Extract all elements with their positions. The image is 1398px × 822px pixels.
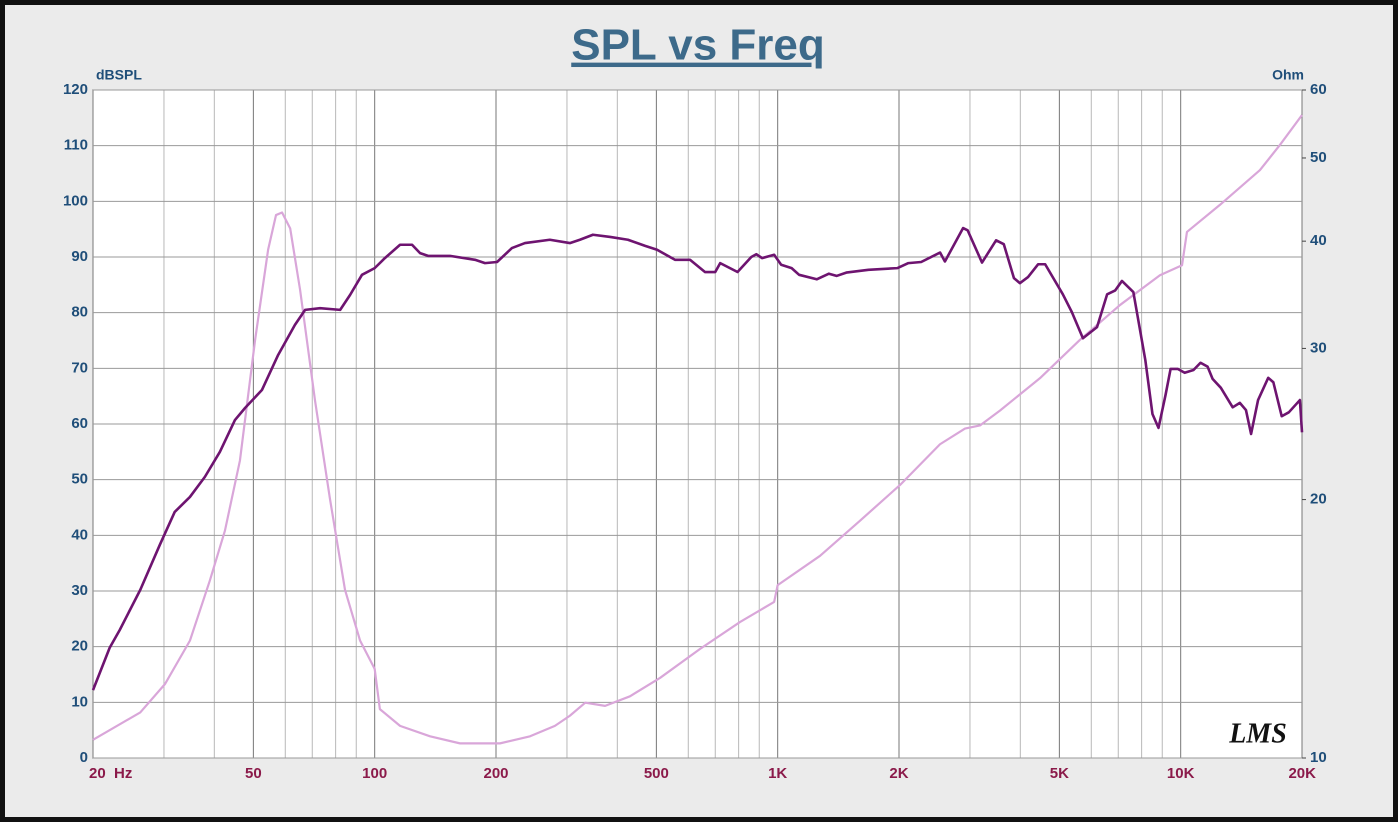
y2-axis-label: Ohm bbox=[1272, 67, 1304, 83]
y-tick-label: 100 bbox=[63, 192, 88, 209]
y-tick-label: 50 bbox=[71, 471, 88, 488]
series-line bbox=[91, 226, 1304, 691]
series-line bbox=[92, 114, 1303, 745]
x-tick-label: 10K bbox=[1167, 765, 1195, 782]
x-tick-label: 20 Hz bbox=[89, 765, 132, 782]
x-tick-label: 5K bbox=[1050, 765, 1069, 782]
y-axis-label: dBSPL bbox=[96, 67, 142, 83]
y2-tick-label: 20 bbox=[1310, 491, 1327, 508]
y-tick-label: 60 bbox=[71, 415, 88, 432]
y-tick-label: 90 bbox=[71, 248, 88, 265]
x-tick-label: 100 bbox=[362, 765, 387, 782]
y-tick-label: 20 bbox=[71, 638, 88, 655]
y-tick-label: 70 bbox=[71, 359, 88, 376]
y-tick-label: 40 bbox=[71, 526, 88, 543]
y2-tick-label: 60 bbox=[1310, 81, 1327, 98]
watermark: LMS bbox=[1228, 718, 1287, 749]
y2-tick-label: 40 bbox=[1310, 232, 1327, 249]
y-tick-label: 80 bbox=[71, 304, 88, 321]
chart-title: SPL vs Freq bbox=[571, 21, 825, 70]
y-tick-label: 0 bbox=[80, 749, 88, 766]
x-tick-label: 500 bbox=[644, 765, 669, 782]
y2-tick-label: 30 bbox=[1310, 339, 1327, 356]
x-tick-label: 2K bbox=[889, 765, 908, 782]
x-tick-label: 50 bbox=[245, 765, 262, 782]
y2-tick-label: 50 bbox=[1310, 149, 1327, 166]
y-tick-label: 110 bbox=[64, 137, 88, 154]
x-tick-label: 200 bbox=[483, 765, 508, 782]
x-tick-label: 1K bbox=[768, 765, 787, 782]
x-tick-label: 20K bbox=[1288, 765, 1316, 782]
y-tick-label: 120 bbox=[63, 81, 88, 98]
y-tick-label: 10 bbox=[71, 693, 88, 710]
y2-tick-label: 10 bbox=[1310, 749, 1327, 766]
y-tick-label: 30 bbox=[71, 582, 88, 599]
